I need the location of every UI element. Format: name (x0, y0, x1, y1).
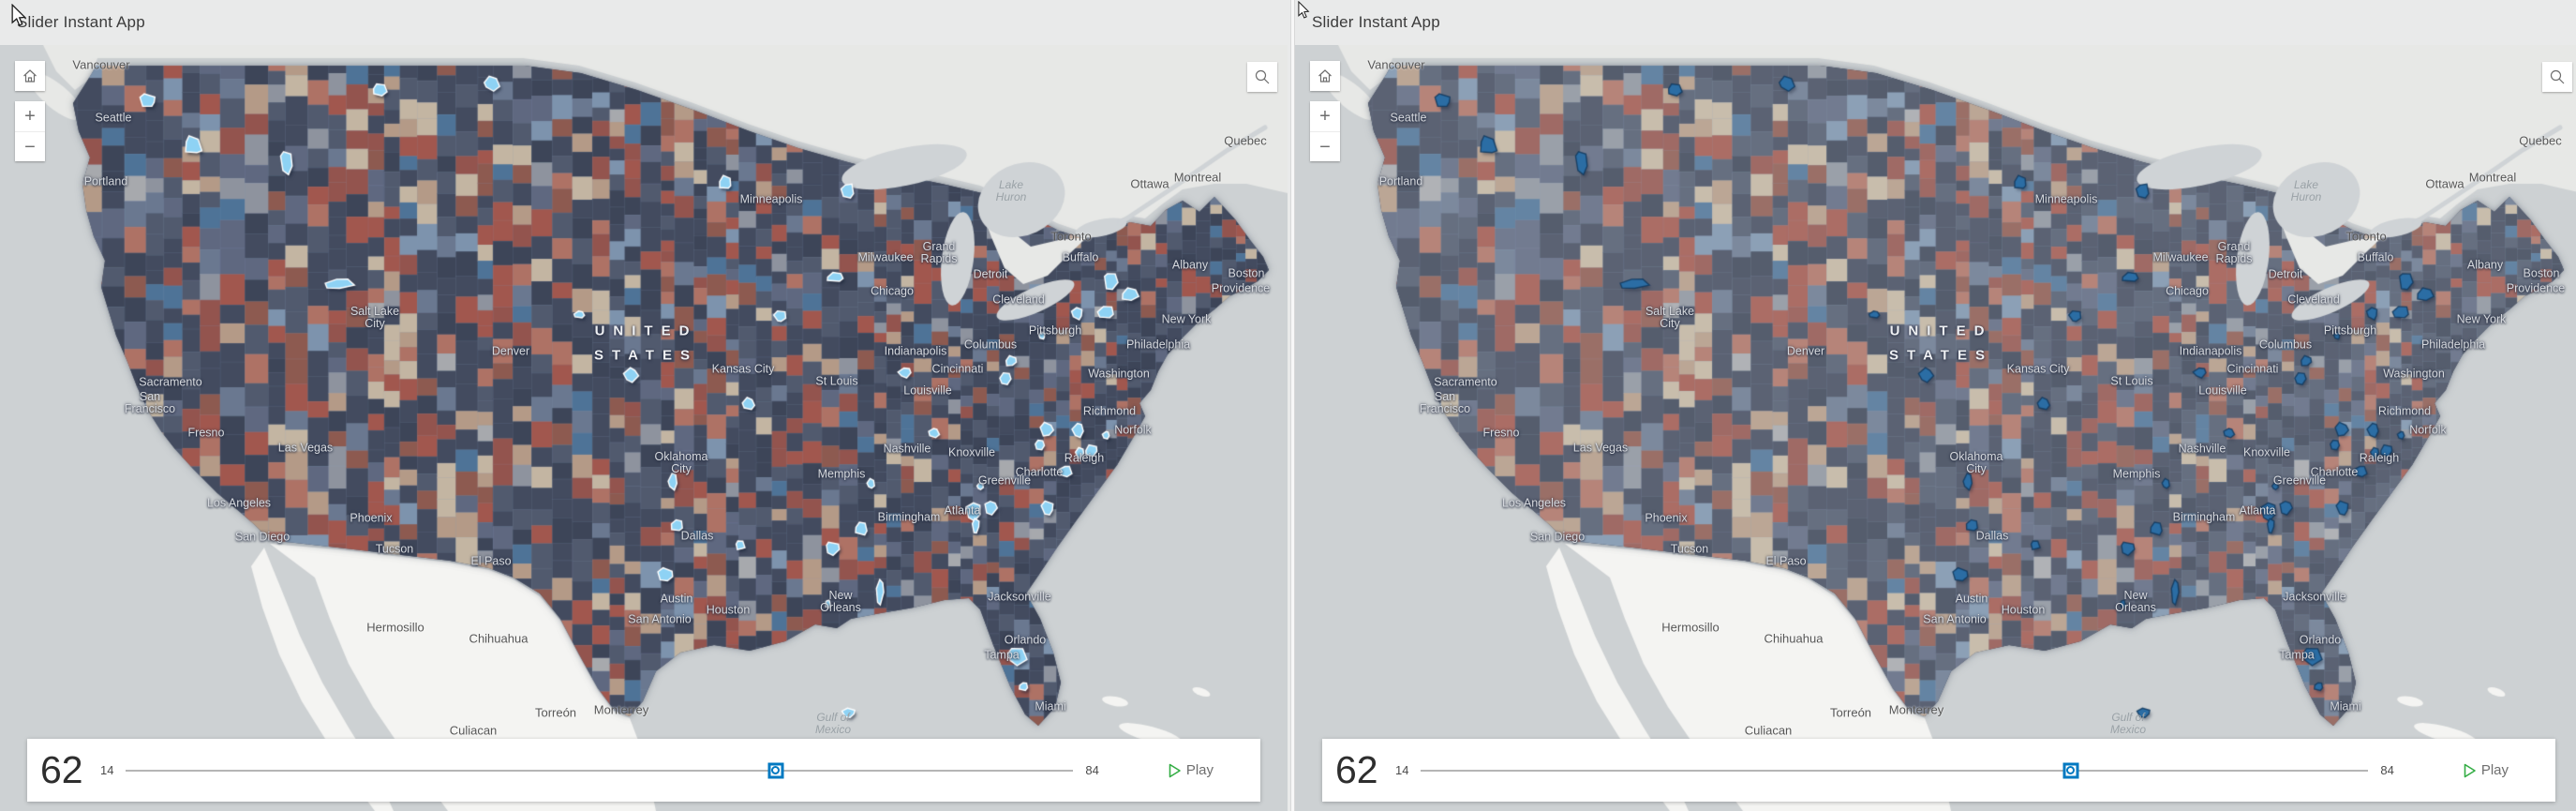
play-button[interactable]: Play (2464, 762, 2509, 778)
slider-current-value: 62 (1335, 748, 1378, 791)
panel-divider (1290, 0, 1295, 811)
map-canvas[interactable] (1295, 45, 2576, 811)
search-icon (2550, 69, 2565, 84)
slider-handle-ring (2066, 766, 2076, 774)
slider-handle[interactable] (2062, 762, 2079, 778)
slider-track-line (126, 769, 1074, 772)
slider-handle[interactable] (767, 762, 784, 778)
slider-current-value: 62 (40, 748, 83, 791)
home-icon (23, 69, 37, 83)
slider-min-label: 14 (100, 763, 114, 777)
instant-app-window-left: Slider Instant App Seattle Portland Minnea… (0, 0, 1290, 811)
play-button[interactable]: Play (1169, 762, 1214, 778)
search-button[interactable] (1247, 62, 1277, 92)
zoom-control: + − (1310, 101, 1340, 161)
play-icon (2464, 763, 2476, 777)
slider-track[interactable] (126, 759, 1074, 782)
slider-max-label: 84 (1085, 763, 1099, 777)
zoom-in-button[interactable]: + (15, 101, 45, 131)
slider-handle-ring (771, 766, 781, 774)
slider-min-label: 14 (1395, 763, 1409, 777)
map-view[interactable]: Seattle Portland Minneapolis Milwaukee Grand… (0, 45, 1288, 811)
app-header: Slider Instant App (1295, 0, 2576, 45)
instant-app-window-right: Slider Instant App Seattle Portland Minnea… (1295, 0, 2576, 811)
home-button[interactable] (1310, 61, 1340, 91)
search-button[interactable] (2542, 62, 2572, 92)
slider-max-label: 84 (2380, 763, 2394, 777)
zoom-out-button[interactable]: − (1310, 131, 1340, 161)
home-button[interactable] (15, 61, 45, 91)
zoom-in-button[interactable]: + (1310, 101, 1340, 131)
map-canvas[interactable] (0, 45, 1288, 811)
play-button-label: Play (1185, 762, 1214, 778)
zoom-out-button[interactable]: − (15, 131, 45, 161)
map-view[interactable]: Seattle Portland Minneapolis Milwaukee Grand… (1295, 45, 2576, 811)
page-title: Slider Instant App (1312, 13, 1440, 31)
time-slider-panel: 62 14 84 Play (1322, 739, 2555, 802)
home-icon (1318, 69, 1332, 83)
time-slider-panel: 62 14 84 Play (27, 739, 1260, 802)
play-button-label: Play (2480, 762, 2509, 778)
search-icon (1255, 69, 1270, 84)
page-title: Slider Instant App (17, 13, 145, 31)
app-header: Slider Instant App (0, 0, 1290, 45)
slider-track[interactable] (1421, 759, 2369, 782)
play-icon (1169, 763, 1181, 777)
slider-track-line (1421, 769, 2369, 772)
zoom-control: + − (15, 101, 45, 161)
